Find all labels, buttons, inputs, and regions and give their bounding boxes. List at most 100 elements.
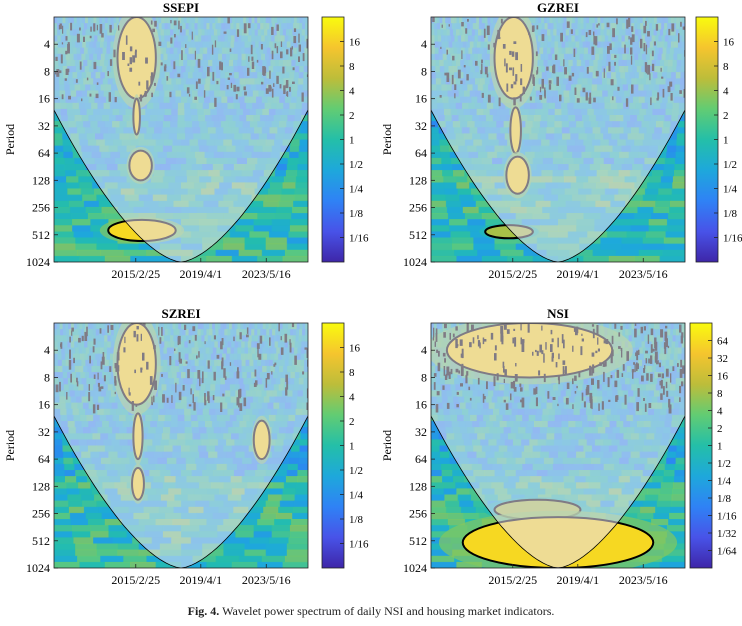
heatmap-cell [294,188,308,196]
colorbar-tick-label: 1/8 [349,208,364,220]
y-tick-label: 32 [415,119,427,133]
heatmap-cell [276,206,293,214]
heatmap-cell [289,531,308,538]
heatmap-cell [291,133,301,141]
heatmap-cell [291,445,301,453]
heatmap-cell [265,549,288,557]
heatmap-cell [96,194,111,202]
heatmap-cell [146,555,171,563]
heatmap-cell [54,176,67,183]
heatmap-cell [283,482,297,489]
heatmap-cell [286,243,308,251]
heatmap-cell [54,255,80,262]
heatmap-cell [96,543,119,551]
heatmap-cell [431,121,439,128]
heatmap-cell [439,139,449,147]
heatmap-cell [79,182,93,190]
heatmap-cell [155,255,182,262]
heatmap-cell [431,225,450,232]
heatmap-cell [249,537,270,545]
y-tick-label: 64 [415,146,427,160]
colorbar-tick-label: 1 [349,135,355,147]
heatmap-cell [54,188,68,196]
heatmap-cell [54,555,78,563]
heatmap-cell [291,213,308,220]
heatmap-cell [443,176,456,183]
heatmap-cell [268,231,289,239]
heatmap-cell [445,200,462,208]
heatmap-cell [240,519,258,526]
heatmap-cell [260,206,277,214]
heatmap-cell [54,531,73,538]
heatmap-cell [592,249,617,257]
heatmap-cell [648,176,662,183]
heatmap-cell [651,213,669,220]
heatmap-cell [54,249,78,257]
heatmap-cell [282,182,296,190]
heatmap-cell [431,139,441,147]
heatmap-cell [283,176,297,183]
heatmap-cell [54,494,68,502]
heatmap-cell [77,555,101,563]
heatmap-cell [54,151,64,159]
heatmap-cell [74,157,86,165]
heatmap-cell [261,249,286,257]
heatmap-cell [298,151,308,159]
heatmap-cell [223,549,246,557]
heatmap-cell [449,151,460,159]
y-tick-label: 128 [409,173,427,187]
heatmap-cell [66,176,79,183]
heatmap-cell [104,213,123,220]
heatmap-cell [295,488,308,496]
heatmap-cell [94,188,109,196]
colorbar-tick-label: 16 [349,37,361,49]
heatmap-cell [223,543,246,551]
heatmap-cell [291,519,308,526]
heatmap-cell [440,151,451,159]
heatmap-cell [108,531,128,538]
heatmap-cell [265,500,281,508]
heatmap-cell [238,555,263,563]
heatmap-cell [276,470,288,477]
wavelet-panel-gzrei: GZREIPeriod4816326412825651210242015/2/2… [380,0,742,281]
heatmap-cell [54,470,66,477]
heatmap-cell [659,255,685,262]
heatmap-cell [54,231,75,239]
heatmap-cell [54,219,73,226]
heatmap-cell [453,170,465,177]
y-tick-label: 4 [44,37,50,51]
heatmap-cell [621,243,644,251]
colorbar-tick-label: 4 [349,86,355,98]
y-tick-label: 128 [32,173,50,187]
heatmap-cell [181,561,207,568]
y-tick-label: 16 [415,92,427,106]
heatmap-cell [665,231,685,239]
heatmap-cell [257,519,275,526]
heatmap-cell [281,494,296,502]
heatmap-cell [96,237,119,245]
heatmap-cell [478,206,496,214]
heatmap-cell [471,188,486,196]
heatmap-cell [67,494,82,502]
heatmap-cell [449,219,468,226]
heatmap-cell [223,237,246,245]
heatmap-cell [155,561,182,568]
heatmap-cell [672,176,685,183]
heatmap-cell [73,231,94,239]
heatmap-cell [638,249,663,257]
heatmap-cell [662,170,675,177]
x-tick-label: 2019/4/1 [179,267,222,281]
heatmap-cell [54,543,76,551]
heatmap-cell [664,157,676,165]
heatmap-cell [78,176,91,183]
heatmap-cell [64,470,76,477]
heatmap-cell [68,500,83,508]
heatmap-cell [65,476,77,483]
y-tick-label: 8 [44,64,50,78]
heatmap-cell [637,206,654,214]
heatmap-cell [301,115,308,122]
heatmap-cell [101,206,119,214]
heatmap-cell [298,457,308,465]
heatmap-cell [579,243,601,251]
heatmap-cell [297,463,308,471]
